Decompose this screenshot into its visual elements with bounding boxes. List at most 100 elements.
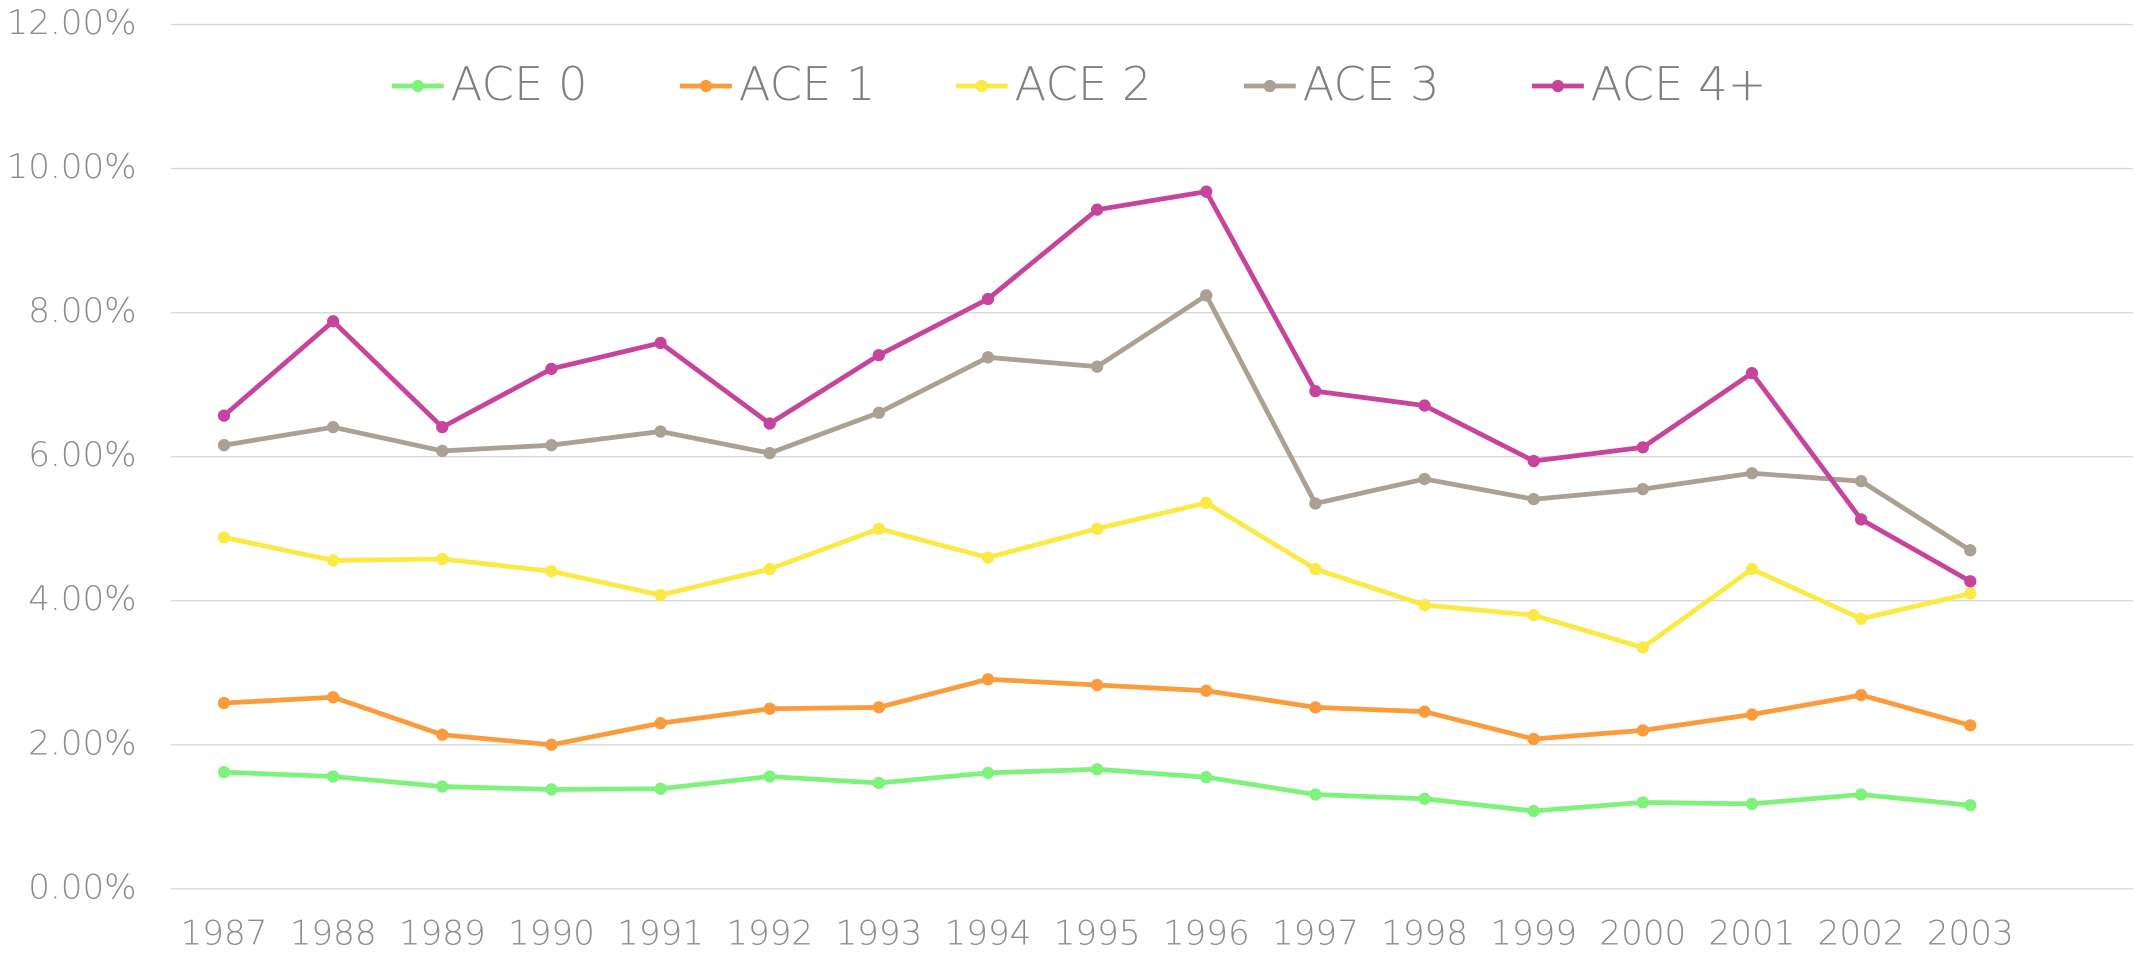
data-point [1854, 475, 1868, 488]
data-point [217, 766, 231, 779]
data-point [326, 770, 340, 783]
x-tick-label: 1987 [181, 914, 268, 953]
data-point [872, 406, 885, 419]
x-tick-label: 1989 [399, 914, 486, 953]
data-point [1200, 185, 1213, 198]
data-point [981, 673, 995, 686]
data-point [1418, 792, 1431, 805]
data-point [545, 439, 558, 452]
data-point [1309, 701, 1322, 714]
data-point [1309, 562, 1322, 576]
data-point [1418, 399, 1431, 412]
legend-marker [975, 79, 988, 93]
data-point [1527, 454, 1540, 468]
data-point [763, 702, 776, 715]
data-point [872, 349, 885, 362]
data-point [654, 425, 667, 438]
data-point [1745, 562, 1759, 576]
x-tick-label: 1990 [508, 914, 595, 953]
data-point [1309, 385, 1322, 398]
data-point [1745, 467, 1759, 480]
x-tick-label: 2002 [1818, 914, 1905, 953]
x-tick-label: 2003 [1927, 914, 2014, 953]
data-point [981, 766, 995, 780]
data-point [1200, 684, 1213, 697]
data-point [1745, 708, 1759, 721]
data-point [654, 782, 667, 795]
data-point [1964, 587, 1977, 600]
data-point [326, 691, 340, 704]
x-tick-label: 1996 [1163, 914, 1250, 953]
x-tick-label: 1998 [1381, 914, 1468, 953]
data-point [217, 439, 231, 452]
legend-marker [699, 79, 713, 93]
x-tick-label: 1988 [290, 914, 377, 953]
data-point [1527, 804, 1540, 818]
series-line [223, 292, 1972, 553]
data-point [545, 565, 558, 578]
data-point [545, 783, 558, 796]
legend-label: ACE 0 [451, 57, 588, 111]
data-point [1964, 544, 1977, 557]
x-tick-label: 1999 [1490, 914, 1577, 953]
y-tick-label: 0.00% [28, 867, 136, 907]
data-point [1964, 719, 1977, 732]
data-point [1090, 763, 1104, 776]
data-point [1418, 472, 1431, 486]
y-tick-label: 12.00% [6, 3, 136, 43]
data-point [872, 776, 885, 790]
x-tick-label: 1995 [1054, 914, 1141, 953]
data-point [981, 351, 995, 364]
data-point [1636, 796, 1649, 809]
data-point [1854, 513, 1868, 526]
series-line [223, 766, 1971, 814]
data-point [1964, 575, 1977, 588]
data-point [217, 531, 231, 544]
data-point [1854, 612, 1868, 625]
data-point [981, 551, 995, 564]
data-point [436, 728, 449, 741]
legend-marker [1263, 79, 1276, 93]
data-point [1636, 641, 1649, 654]
data-point [1636, 482, 1649, 496]
data-point [1854, 788, 1868, 801]
legend-label: ACE 2 [1015, 57, 1152, 111]
data-point [872, 701, 885, 714]
data-point [436, 444, 449, 458]
data-point [217, 409, 231, 422]
data-point [1636, 724, 1649, 737]
x-tick-label: 2001 [1709, 914, 1796, 953]
x-tick-label: 1992 [726, 914, 813, 953]
y-tick-label: 2.00% [28, 723, 136, 763]
legend-label: ACE 1 [739, 57, 876, 111]
data-point [1090, 203, 1104, 216]
data-point [545, 362, 558, 375]
y-tick-label: 4.00% [28, 579, 136, 619]
data-point [654, 588, 667, 602]
y-tick-label: 6.00% [28, 435, 136, 475]
data-point [1200, 289, 1213, 302]
data-point [763, 562, 776, 576]
data-point [1090, 360, 1104, 373]
x-tick-label: 1993 [835, 914, 922, 953]
data-point [326, 554, 340, 567]
data-point [1527, 609, 1540, 622]
data-point [872, 522, 885, 535]
data-point [763, 446, 776, 460]
data-point [763, 417, 776, 430]
data-point [217, 696, 231, 710]
data-point [1527, 493, 1540, 506]
data-point [1854, 688, 1868, 702]
data-point [1309, 788, 1322, 801]
data-point [1200, 771, 1213, 784]
data-point [1090, 522, 1104, 535]
data-point [326, 315, 340, 328]
data-point [436, 552, 449, 566]
data-point [1418, 705, 1431, 718]
x-tick-label: 1991 [617, 914, 704, 953]
data-point [436, 780, 449, 793]
data-point [1636, 441, 1649, 454]
x-tick-label: 1994 [945, 914, 1032, 953]
data-point [1527, 732, 1540, 746]
